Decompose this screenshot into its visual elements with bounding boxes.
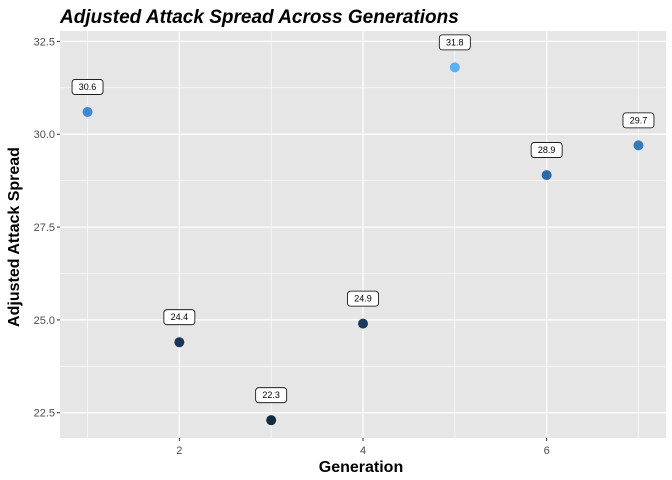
data-label: 30.6 [79, 82, 97, 92]
data-point [266, 415, 277, 426]
chart-title: Adjusted Attack Spread Across Generation… [59, 7, 459, 28]
data-points [82, 62, 644, 426]
data-point [633, 140, 644, 151]
y-axis-title: Adjusted Attack Spread [6, 147, 23, 327]
y-tick-label: 30.0 [34, 129, 55, 141]
data-label-box [622, 112, 655, 129]
data-label: 24.4 [171, 312, 189, 322]
data-label: 24.9 [354, 294, 372, 304]
major-gridlines [60, 31, 666, 438]
data-label: 22.3 [262, 390, 280, 400]
data-point [541, 170, 552, 181]
y-tick-label: 25.0 [34, 315, 55, 327]
data-label: 28.9 [538, 145, 556, 155]
data-label-box [255, 387, 288, 404]
y-tick-label: 22.5 [34, 408, 55, 420]
x-axis-title: Generation [319, 459, 403, 476]
data-point [82, 106, 93, 117]
x-tick-label: 2 [176, 445, 182, 457]
data-point [174, 337, 185, 348]
data-label-box [71, 79, 104, 95]
x-tick-label: 6 [544, 445, 550, 457]
axis-ticks: 2 4 6 22.5 25.0 27.5 30.0 32.5 [34, 36, 550, 457]
data-label-box [347, 290, 379, 307]
data-point [358, 318, 368, 329]
x-tick-label: 4 [360, 445, 366, 457]
data-label-box [438, 34, 471, 51]
data-labels: 30.6 24.4 22.3 24.9 31.8 28.9 29.7 [71, 34, 655, 404]
data-label-box [163, 309, 196, 326]
data-label: 31.8 [446, 37, 464, 47]
y-tick-label: 27.5 [34, 222, 55, 234]
y-tick-label: 32.5 [34, 36, 55, 48]
data-label: 29.7 [630, 115, 648, 125]
data-point [449, 62, 460, 73]
data-label-box [530, 142, 563, 158]
